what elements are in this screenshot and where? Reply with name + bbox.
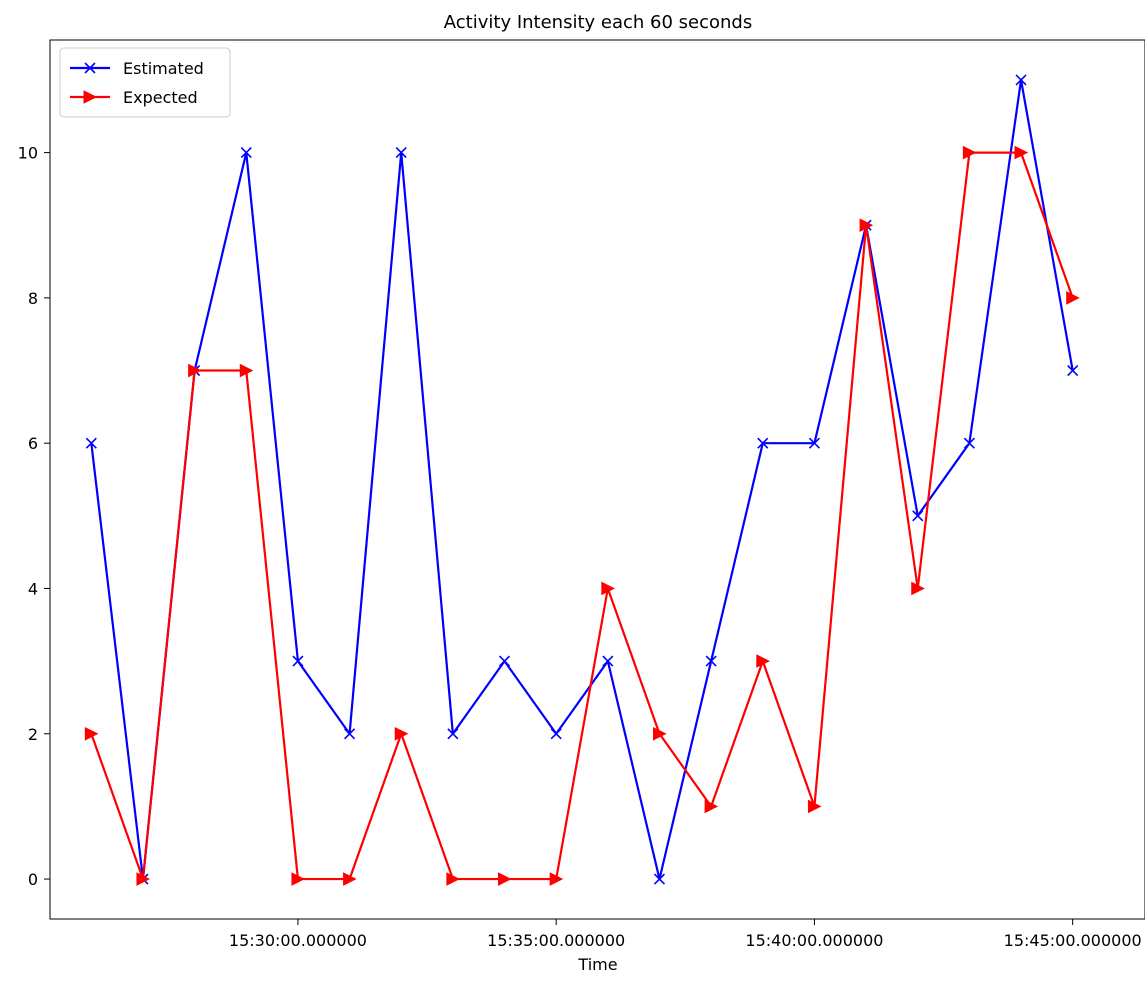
estimated-point xyxy=(602,655,614,667)
estimated-point xyxy=(757,437,769,449)
estimated-point xyxy=(1015,74,1027,86)
legend-label-estimated: Estimated xyxy=(123,59,204,78)
estimated-point xyxy=(447,728,459,740)
expected-point xyxy=(549,872,564,886)
estimated-point xyxy=(344,728,356,740)
expected-point xyxy=(343,872,357,886)
expected-point xyxy=(652,726,667,741)
expected-point xyxy=(239,363,254,378)
x-tick-label: 15:30:00.000000 xyxy=(229,931,367,950)
expected-point xyxy=(188,363,202,378)
expected-point xyxy=(446,872,460,886)
x-tick-label: 15:40:00.000000 xyxy=(745,931,883,950)
x-axis-ticks: 15:30:00.000000 15:35:00.000000 15:40:00.0… xyxy=(229,919,1142,950)
expected-point xyxy=(1014,145,1029,160)
estimated-line xyxy=(90,78,1074,881)
expected-point xyxy=(962,145,977,160)
expected-point xyxy=(704,799,719,814)
estimated-point xyxy=(912,510,924,522)
expected-line xyxy=(90,151,1074,881)
series-layer xyxy=(84,74,1080,886)
estimated-point xyxy=(395,147,407,159)
x-axis-label: Time xyxy=(577,955,617,974)
expected-point xyxy=(601,581,615,596)
expected-point xyxy=(291,872,306,886)
expected-point xyxy=(136,872,151,886)
estimated-point xyxy=(808,437,820,449)
expected-point xyxy=(756,654,770,668)
y-tick-label: 2 xyxy=(28,725,38,744)
y-tick-label: 8 xyxy=(28,289,38,308)
chart-title: Activity Intensity each 60 seconds xyxy=(444,12,752,33)
y-tick-label: 4 xyxy=(28,579,38,598)
expected-point xyxy=(859,218,874,233)
estimated-point xyxy=(963,437,975,449)
estimated-point xyxy=(705,655,717,667)
y-tick-label: 10 xyxy=(18,144,38,163)
legend-box xyxy=(59,47,231,118)
y-tick-label: 0 xyxy=(28,870,38,889)
estimated-point xyxy=(498,655,511,667)
estimated-point xyxy=(85,437,97,449)
y-tick-label: 6 xyxy=(28,434,38,453)
series-estimated xyxy=(85,74,1079,885)
estimated-point xyxy=(240,147,252,159)
legend-marker-estimated xyxy=(84,62,96,74)
expected-point xyxy=(84,726,99,741)
estimated-point xyxy=(1067,364,1079,377)
x-tick-label: 15:35:00.000000 xyxy=(487,931,625,950)
plot-frame xyxy=(49,39,1145,920)
expected-point xyxy=(1066,291,1080,305)
estimated-point xyxy=(292,655,304,667)
y-axis-ticks: 0 2 4 6 8 10 xyxy=(18,144,50,889)
expected-point xyxy=(911,581,925,596)
legend-marker-expected xyxy=(83,90,98,104)
expected-point xyxy=(498,872,512,886)
x-tick-label: 15:45:00.000000 xyxy=(1004,931,1142,950)
legend: Estimated Expected xyxy=(59,47,231,118)
expected-point xyxy=(394,726,409,741)
estimated-point xyxy=(653,873,666,885)
legend-label-expected: Expected xyxy=(123,88,198,107)
estimated-point xyxy=(550,728,562,740)
expected-point xyxy=(807,799,822,814)
series-expected xyxy=(84,145,1080,886)
